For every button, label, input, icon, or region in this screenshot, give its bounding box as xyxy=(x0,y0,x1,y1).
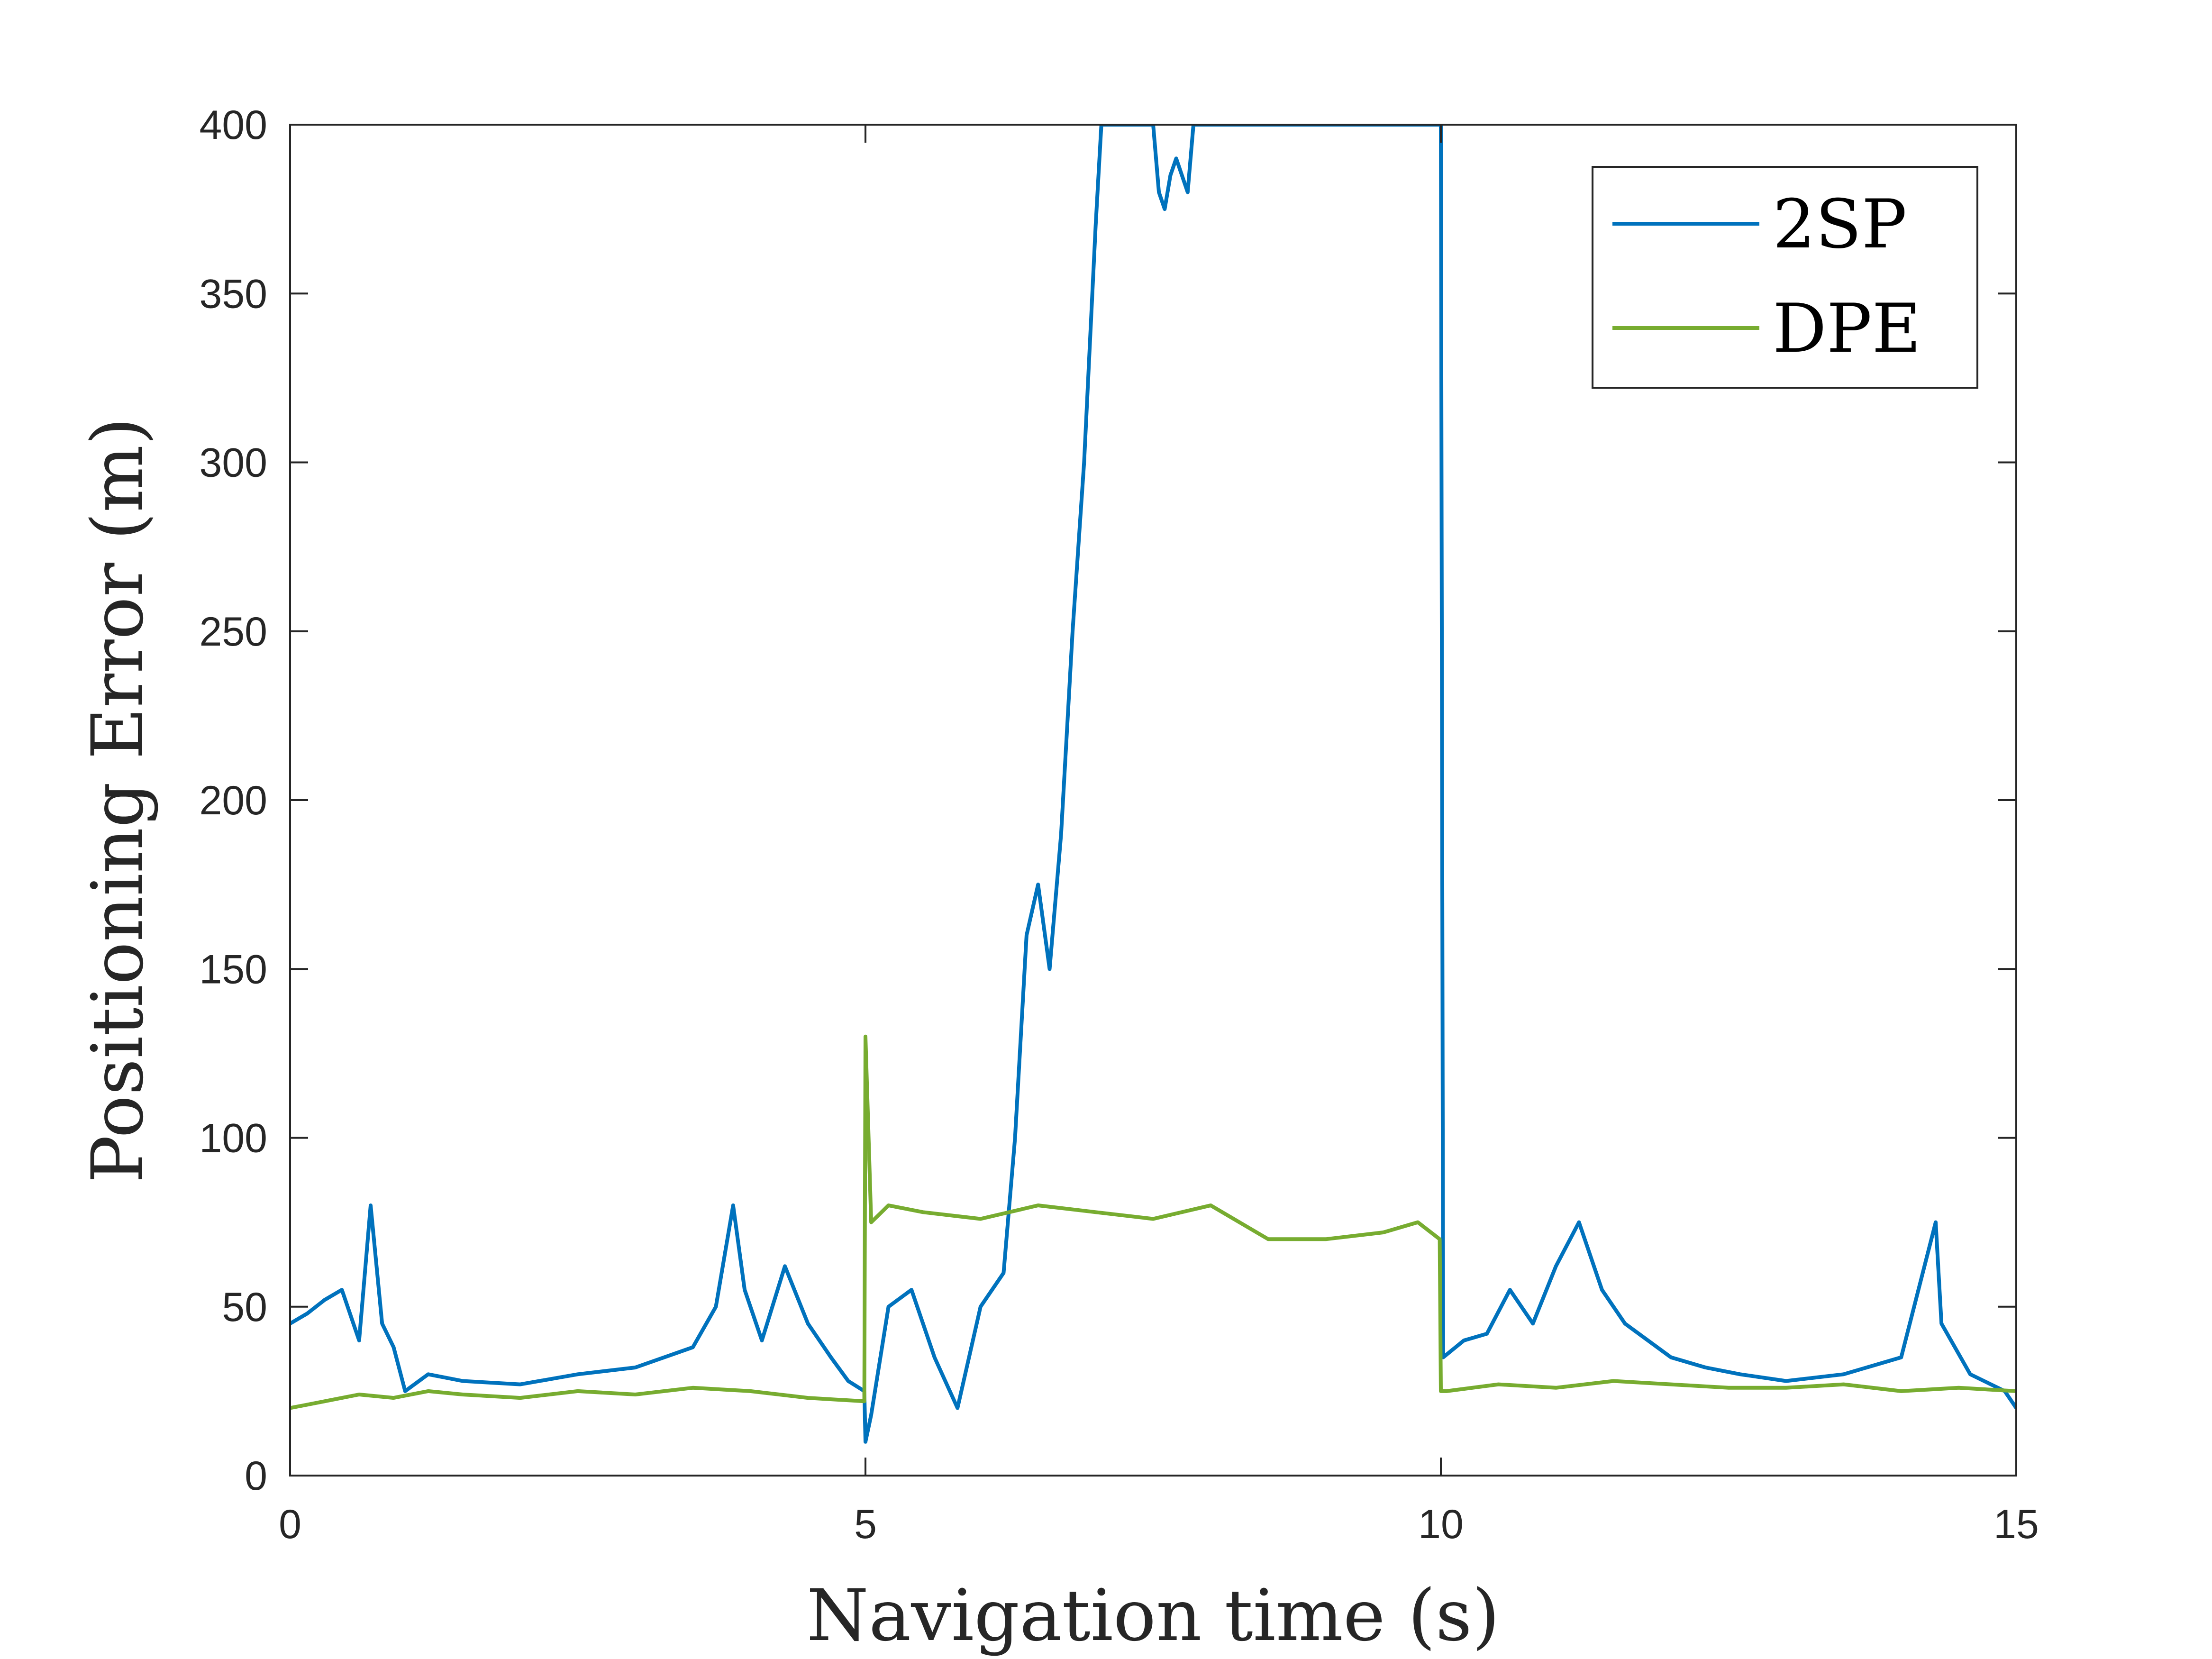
y-tick-label: 100 xyxy=(200,1116,268,1161)
x-tick-label: 10 xyxy=(1418,1502,1464,1547)
x-tick-label: 15 xyxy=(1994,1502,2039,1547)
x-tick-label: 0 xyxy=(279,1502,301,1547)
y-tick-label: 350 xyxy=(200,271,268,317)
x-tick-labels: 0 5 10 15 xyxy=(279,1502,2039,1547)
x-tick-label: 5 xyxy=(854,1502,877,1547)
x-axis-label: Navigation time (s) xyxy=(807,1575,1500,1657)
legend: 2SP DPE xyxy=(1592,166,1978,389)
y-tick-label: 200 xyxy=(200,778,268,823)
y-tick-label: 400 xyxy=(200,102,268,148)
y-tick-labels: 0 50 100 150 200 250 300 350 400 xyxy=(200,102,268,1499)
axes-box xyxy=(289,124,2017,1477)
series-line-2sp xyxy=(290,125,2016,1444)
y-tick-label: 50 xyxy=(222,1285,267,1330)
legend-label-dpe: DPE xyxy=(1773,290,1921,368)
series-layer xyxy=(290,125,2016,1444)
series-line-dpe xyxy=(290,1034,2016,1410)
y-tick-label: 150 xyxy=(200,947,268,992)
y-axis-label: Positioning Error (m) xyxy=(77,417,159,1183)
legend-box xyxy=(1592,166,1978,389)
y-tick-label: 300 xyxy=(200,440,268,486)
legend-label-2sp: 2SP xyxy=(1773,185,1907,264)
y-tick-label: 250 xyxy=(200,609,268,655)
y-tick-label: 0 xyxy=(245,1453,267,1499)
